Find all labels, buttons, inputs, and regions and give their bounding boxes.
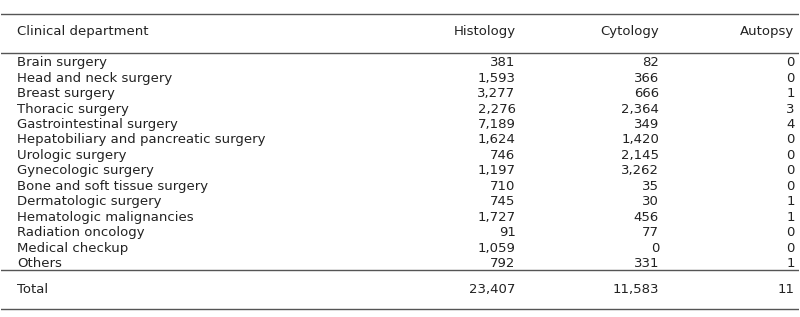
Text: 0: 0	[786, 226, 794, 239]
Text: 7,189: 7,189	[478, 118, 515, 131]
Text: 1,420: 1,420	[622, 133, 659, 146]
Text: 0: 0	[786, 149, 794, 162]
Text: Bone and soft tissue surgery: Bone and soft tissue surgery	[18, 180, 209, 193]
Text: 792: 792	[490, 257, 515, 270]
Text: 349: 349	[634, 118, 659, 131]
Text: Brain surgery: Brain surgery	[18, 56, 107, 69]
Text: Autopsy: Autopsy	[740, 24, 794, 37]
Text: 746: 746	[490, 149, 515, 162]
Text: Gynecologic surgery: Gynecologic surgery	[18, 165, 154, 178]
Text: 2,276: 2,276	[478, 102, 515, 115]
Text: Medical checkup: Medical checkup	[18, 242, 129, 255]
Text: 745: 745	[490, 195, 515, 209]
Text: Hepatobiliary and pancreatic surgery: Hepatobiliary and pancreatic surgery	[18, 133, 266, 146]
Text: 1,624: 1,624	[478, 133, 515, 146]
Text: 0: 0	[786, 180, 794, 193]
Text: 0: 0	[650, 242, 659, 255]
Text: 1: 1	[786, 195, 794, 209]
Text: 91: 91	[498, 226, 515, 239]
Text: Gastrointestinal surgery: Gastrointestinal surgery	[18, 118, 178, 131]
Text: 331: 331	[634, 257, 659, 270]
Text: Radiation oncology: Radiation oncology	[18, 226, 145, 239]
Text: Breast surgery: Breast surgery	[18, 87, 115, 100]
Text: 0: 0	[786, 242, 794, 255]
Text: 0: 0	[786, 165, 794, 178]
Text: 2,364: 2,364	[622, 102, 659, 115]
Text: 4: 4	[786, 118, 794, 131]
Text: Thoracic surgery: Thoracic surgery	[18, 102, 130, 115]
Text: 456: 456	[634, 211, 659, 224]
Text: Hematologic malignancies: Hematologic malignancies	[18, 211, 194, 224]
Text: 1,593: 1,593	[478, 72, 515, 85]
Text: 1: 1	[786, 87, 794, 100]
Text: 3,262: 3,262	[621, 165, 659, 178]
Text: Clinical department: Clinical department	[18, 24, 149, 37]
Text: 0: 0	[786, 56, 794, 69]
Text: 666: 666	[634, 87, 659, 100]
Text: Histology: Histology	[454, 24, 515, 37]
Text: 0: 0	[786, 72, 794, 85]
Text: 2,145: 2,145	[621, 149, 659, 162]
Text: 23,407: 23,407	[470, 283, 515, 296]
Text: Dermatologic surgery: Dermatologic surgery	[18, 195, 162, 209]
Text: 1: 1	[786, 211, 794, 224]
Text: 11,583: 11,583	[613, 283, 659, 296]
Text: 30: 30	[642, 195, 659, 209]
Text: 381: 381	[490, 56, 515, 69]
Text: 77: 77	[642, 226, 659, 239]
Text: Others: Others	[18, 257, 62, 270]
Text: 3: 3	[786, 102, 794, 115]
Text: 82: 82	[642, 56, 659, 69]
Text: Total: Total	[18, 283, 49, 296]
Text: 35: 35	[642, 180, 659, 193]
Text: 710: 710	[490, 180, 515, 193]
Text: 1,727: 1,727	[478, 211, 515, 224]
Text: 1,059: 1,059	[478, 242, 515, 255]
Text: 1,197: 1,197	[478, 165, 515, 178]
Text: 11: 11	[778, 283, 794, 296]
Text: Cytology: Cytology	[600, 24, 659, 37]
Text: 366: 366	[634, 72, 659, 85]
Text: Head and neck surgery: Head and neck surgery	[18, 72, 173, 85]
Text: 1: 1	[786, 257, 794, 270]
Text: Urologic surgery: Urologic surgery	[18, 149, 127, 162]
Text: 3,277: 3,277	[478, 87, 515, 100]
Text: 0: 0	[786, 133, 794, 146]
